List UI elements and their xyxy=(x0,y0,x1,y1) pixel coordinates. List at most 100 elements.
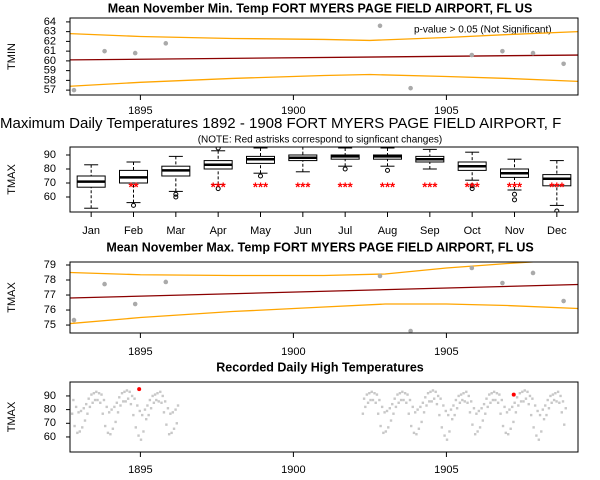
outlier xyxy=(512,191,517,197)
data-point xyxy=(132,50,138,56)
daily-point xyxy=(458,401,462,404)
daily-point xyxy=(419,405,422,409)
daily-point xyxy=(146,404,149,407)
daily-point xyxy=(523,389,526,392)
daily-point xyxy=(399,398,403,402)
plot-frame xyxy=(69,261,579,334)
y-axis-label: TMAX xyxy=(6,282,18,313)
y-tick-label: 58 xyxy=(44,74,56,86)
daily-point xyxy=(86,412,89,415)
daily-point xyxy=(124,400,127,403)
daily-point xyxy=(421,401,425,404)
significance-mark: *** xyxy=(465,179,481,194)
daily-point xyxy=(535,434,538,437)
outlier xyxy=(512,197,517,203)
x-tick-label: Mar xyxy=(166,225,185,237)
x-tick-label: 1905 xyxy=(434,346,458,358)
daily-point xyxy=(551,393,555,396)
y-tick-label: 59 xyxy=(44,65,56,77)
daily-point xyxy=(563,423,566,426)
daily-point xyxy=(366,401,370,404)
daily-point xyxy=(442,404,445,407)
daily-point xyxy=(100,393,103,396)
x-tick-label: Jan xyxy=(82,225,100,237)
daily-point xyxy=(361,412,365,415)
outlier xyxy=(258,173,263,179)
y-tick-label: 75 xyxy=(44,319,56,331)
daily-point xyxy=(436,394,440,398)
daily-point xyxy=(499,412,502,415)
y-axis-label: TMIN xyxy=(6,43,18,70)
daily-point xyxy=(128,390,131,394)
daily-point xyxy=(402,398,405,402)
daily-point xyxy=(384,430,388,433)
trend-line xyxy=(70,283,578,299)
daily-point xyxy=(110,408,113,411)
plot-area xyxy=(70,262,578,333)
daily-point xyxy=(440,426,444,429)
daily-point xyxy=(133,397,136,400)
daily-point xyxy=(508,408,511,411)
x-tick-label: 1895 xyxy=(128,105,152,117)
daily-point xyxy=(503,405,506,409)
chart-title: Mean November Max. Temp FORT MYERS PAGE … xyxy=(106,240,533,254)
record-point xyxy=(511,392,516,397)
daily-point xyxy=(498,393,501,396)
daily-point xyxy=(445,438,449,441)
daily-point xyxy=(376,412,380,415)
daily-point xyxy=(484,412,487,415)
daily-point xyxy=(120,392,124,395)
daily-point xyxy=(73,424,76,428)
daily-point xyxy=(406,393,409,396)
daily-point xyxy=(412,431,416,435)
y-tick-label: 77 xyxy=(44,289,56,301)
outlier xyxy=(469,186,475,192)
daily-point xyxy=(415,433,418,436)
daily-point xyxy=(162,411,166,414)
daily-point xyxy=(148,398,152,402)
outlier xyxy=(385,167,390,173)
daily-point xyxy=(165,423,168,426)
daily-point xyxy=(172,427,176,430)
plot-area xyxy=(76,147,572,212)
data-point xyxy=(71,87,77,93)
data-point xyxy=(163,41,169,46)
daily-point xyxy=(527,402,530,406)
daily-point xyxy=(396,393,399,396)
daily-point xyxy=(129,402,133,406)
daily-point xyxy=(81,426,84,429)
daily-point xyxy=(403,392,407,395)
significance-mark: *** xyxy=(211,179,227,194)
daily-point xyxy=(161,394,164,398)
daily-point xyxy=(175,422,179,425)
daily-point xyxy=(526,390,529,394)
y-tick-label: 79 xyxy=(44,259,56,271)
outlier xyxy=(173,194,179,200)
daily-point xyxy=(132,413,135,417)
daily-point xyxy=(364,405,367,409)
daily-point xyxy=(556,390,560,394)
daily-point xyxy=(87,397,90,400)
daily-point xyxy=(550,401,553,404)
daily-point xyxy=(393,397,396,400)
daily-point xyxy=(420,420,423,424)
x-tick-label: 1905 xyxy=(434,105,458,117)
daily-point xyxy=(478,426,482,429)
daily-point xyxy=(370,390,373,394)
daily-point xyxy=(462,392,465,395)
daily-point xyxy=(106,431,110,435)
daily-point xyxy=(504,431,507,435)
daily-point xyxy=(176,404,180,407)
y-tick-label: 90 xyxy=(44,149,56,161)
daily-point xyxy=(531,397,534,400)
daily-point xyxy=(149,407,153,410)
daily-point xyxy=(455,407,459,410)
daily-point xyxy=(74,405,78,409)
daily-point xyxy=(105,405,108,409)
daily-point xyxy=(465,390,468,394)
daily-point xyxy=(90,393,93,396)
plot-frame xyxy=(69,17,579,96)
daily-point xyxy=(424,396,427,399)
